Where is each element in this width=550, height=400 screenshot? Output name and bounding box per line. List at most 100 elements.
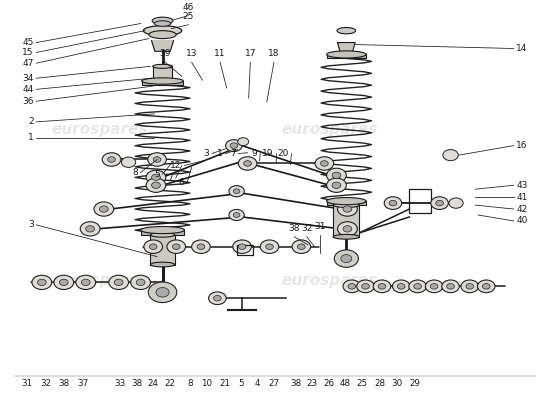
- Bar: [153, 66, 172, 82]
- Text: 38: 38: [131, 379, 142, 388]
- Circle shape: [334, 250, 359, 267]
- Circle shape: [425, 280, 443, 293]
- Circle shape: [148, 153, 166, 166]
- Ellipse shape: [153, 80, 172, 84]
- Text: 6: 6: [179, 178, 184, 186]
- Text: eurospares: eurospares: [51, 122, 148, 137]
- Circle shape: [109, 275, 129, 290]
- Circle shape: [389, 200, 397, 206]
- Text: 20: 20: [277, 149, 289, 158]
- Ellipse shape: [327, 51, 366, 58]
- Circle shape: [373, 280, 390, 293]
- Text: 27: 27: [268, 379, 279, 388]
- Text: 34: 34: [22, 74, 34, 83]
- Bar: [333, 205, 360, 237]
- Circle shape: [443, 150, 458, 161]
- Circle shape: [197, 244, 205, 250]
- Circle shape: [343, 226, 352, 232]
- Text: 16: 16: [516, 141, 528, 150]
- Text: 22: 22: [164, 379, 175, 388]
- Circle shape: [233, 240, 251, 254]
- Text: eurospares: eurospares: [282, 273, 378, 288]
- Text: 3: 3: [28, 220, 34, 229]
- Text: 15: 15: [22, 48, 34, 57]
- Circle shape: [244, 161, 251, 166]
- Circle shape: [430, 284, 438, 289]
- Circle shape: [146, 178, 166, 192]
- Text: 28: 28: [375, 379, 386, 388]
- Text: 19: 19: [262, 149, 274, 158]
- Circle shape: [482, 284, 490, 289]
- Text: 40: 40: [516, 216, 528, 226]
- Circle shape: [343, 206, 352, 212]
- Text: 37: 37: [78, 379, 89, 388]
- Circle shape: [447, 284, 454, 289]
- Circle shape: [348, 284, 356, 289]
- Text: 32: 32: [301, 224, 312, 233]
- Circle shape: [338, 202, 358, 216]
- Circle shape: [100, 206, 108, 212]
- Polygon shape: [152, 40, 173, 51]
- Text: 13: 13: [186, 50, 197, 58]
- Text: 21: 21: [219, 379, 230, 388]
- Bar: [141, 230, 184, 235]
- Text: 12: 12: [170, 161, 182, 170]
- Text: 32: 32: [40, 379, 51, 388]
- Ellipse shape: [337, 28, 356, 34]
- Circle shape: [37, 279, 46, 286]
- Circle shape: [122, 157, 136, 168]
- Text: 1: 1: [217, 149, 223, 158]
- Ellipse shape: [333, 234, 360, 239]
- Circle shape: [156, 288, 169, 297]
- Text: 43: 43: [516, 181, 528, 190]
- Circle shape: [167, 240, 185, 254]
- Circle shape: [152, 174, 161, 180]
- Text: 3: 3: [204, 149, 209, 158]
- Circle shape: [148, 282, 177, 302]
- Circle shape: [94, 202, 114, 216]
- Ellipse shape: [333, 203, 360, 208]
- Circle shape: [409, 280, 426, 293]
- Circle shape: [292, 240, 311, 254]
- Text: 4: 4: [255, 379, 260, 388]
- Circle shape: [238, 138, 249, 146]
- Circle shape: [332, 172, 341, 178]
- Circle shape: [146, 170, 166, 184]
- Circle shape: [144, 240, 163, 254]
- Circle shape: [260, 240, 279, 254]
- Text: 26: 26: [323, 379, 334, 388]
- Text: 30: 30: [391, 379, 403, 388]
- Circle shape: [59, 279, 68, 286]
- Circle shape: [327, 178, 346, 192]
- Circle shape: [131, 275, 151, 290]
- Circle shape: [230, 143, 238, 148]
- Ellipse shape: [155, 21, 170, 26]
- Circle shape: [378, 284, 386, 289]
- Circle shape: [266, 244, 273, 250]
- Circle shape: [229, 210, 244, 220]
- Circle shape: [341, 255, 352, 262]
- Circle shape: [229, 186, 244, 197]
- Circle shape: [238, 157, 257, 170]
- Text: 44: 44: [23, 85, 34, 94]
- Circle shape: [80, 222, 100, 236]
- Text: 23: 23: [307, 379, 318, 388]
- Bar: [142, 81, 183, 85]
- Ellipse shape: [149, 31, 176, 38]
- Text: 5: 5: [238, 379, 244, 388]
- Bar: [327, 54, 366, 58]
- Circle shape: [150, 244, 157, 250]
- Circle shape: [238, 244, 246, 250]
- Text: 1: 1: [28, 133, 34, 142]
- Circle shape: [108, 157, 115, 162]
- Circle shape: [343, 280, 361, 293]
- Text: 31: 31: [21, 379, 32, 388]
- Circle shape: [466, 284, 474, 289]
- Text: 33: 33: [114, 379, 126, 388]
- Text: 18: 18: [268, 50, 279, 58]
- Circle shape: [152, 182, 161, 188]
- Text: 41: 41: [516, 193, 528, 202]
- Circle shape: [298, 244, 305, 250]
- Circle shape: [397, 284, 405, 289]
- Polygon shape: [338, 42, 355, 54]
